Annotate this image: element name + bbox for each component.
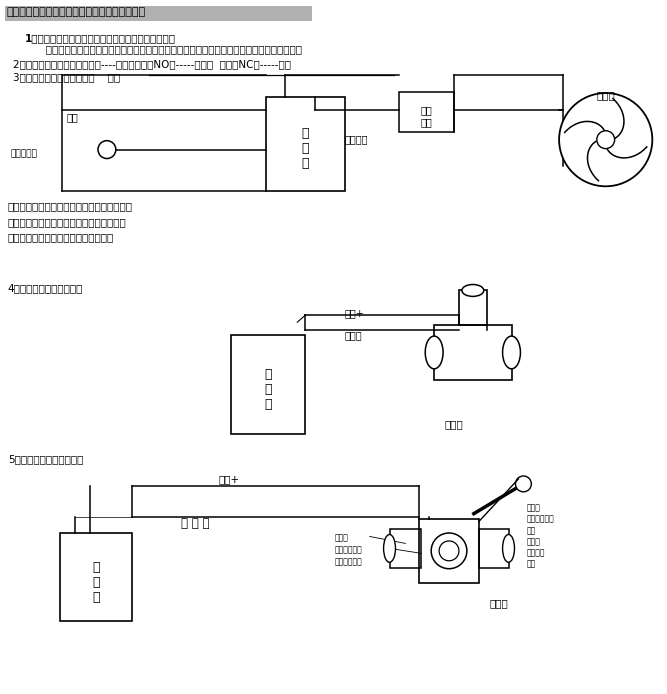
Text: 报警器电源: 报警器电源: [11, 150, 37, 159]
Text: 手柄: 手柄: [526, 527, 536, 536]
Circle shape: [597, 130, 614, 149]
Text: 墙壁: 墙壁: [421, 105, 433, 115]
Text: 报: 报: [301, 127, 309, 139]
Bar: [400, 92, 454, 132]
Text: 排气扇: 排气扇: [596, 90, 615, 100]
Text: 黑线一: 黑线一: [345, 330, 363, 340]
Circle shape: [439, 541, 459, 561]
Text: 器: 器: [92, 591, 100, 604]
Text: 报: 报: [92, 561, 100, 574]
Text: 4、报警器与电磁阀接线图: 4、报警器与电磁阀接线图: [8, 284, 83, 294]
Text: 器: 器: [264, 398, 271, 411]
Text: 拨簧扣: 拨簧扣: [526, 504, 540, 513]
Text: 支架: 支架: [526, 559, 536, 568]
Text: 白线+: 白线+: [345, 308, 365, 319]
Circle shape: [431, 533, 467, 568]
Text: 报: 报: [264, 368, 271, 381]
Text: 燃气球阀心轴: 燃气球阀心轴: [335, 557, 363, 566]
Ellipse shape: [462, 285, 484, 296]
Text: 黑 线 一: 黑 线 一: [181, 516, 210, 530]
Bar: [60, 534, 131, 621]
Text: 注：本机的排气扇开关可与原墙壁开关并联输
入排气扇，不影响原排气扇功能，并能在报
警时自动开启排气扇，排除有害气体。: 注：本机的排气扇开关可与原墙壁开关并联输 入排气扇，不影响原排气扇功能，并能在报…: [8, 201, 133, 242]
Text: 火线: 火线: [66, 112, 78, 122]
Text: 警: 警: [301, 142, 309, 155]
Text: 警: 警: [92, 576, 100, 589]
Text: 2、有线联网接线说明：公共端----黄线，常开（NO）-----蓝线，  常闭（NC）-----白线: 2、有线联网接线说明：公共端----黄线，常开（NO）-----蓝线， 常闭（N…: [13, 59, 291, 69]
Ellipse shape: [502, 336, 520, 369]
Text: 警: 警: [264, 382, 271, 396]
Bar: [231, 335, 305, 434]
Text: 机械手输出轴: 机械手输出轴: [335, 545, 363, 555]
Ellipse shape: [502, 534, 514, 562]
Bar: [5, 6, 312, 21]
Bar: [434, 325, 512, 380]
Text: 5、报警器与机械手接线图: 5、报警器与机械手接线图: [8, 454, 83, 464]
Text: 吸顶安装，用两颗螺丝钉将底盘固定在天花板上。顺时针旋转报警器，将其轻扣固定在底盘上: 吸顶安装，用两颗螺丝钉将底盘固定在天花板上。顺时针旋转报警器，将其轻扣固定在底盘…: [37, 44, 303, 54]
Bar: [479, 529, 508, 568]
Text: 电磁阀: 电磁阀: [444, 419, 463, 430]
Text: 红线+: 红线+: [219, 474, 240, 484]
Text: 燃气球阀: 燃气球阀: [526, 548, 545, 557]
Ellipse shape: [384, 534, 396, 562]
Text: 3、报警器与排气扇接线图节    零线: 3、报警器与排气扇接线图节 零线: [13, 72, 120, 82]
Text: 啮合器: 啮合器: [526, 537, 540, 546]
Text: 墙壁开关: 墙壁开关: [345, 134, 368, 144]
Text: 机械手: 机械手: [489, 598, 508, 608]
Text: 手柄卡簧螺钉: 手柄卡簧螺钉: [526, 515, 554, 524]
Ellipse shape: [426, 336, 443, 369]
Bar: [420, 518, 479, 583]
Circle shape: [516, 476, 532, 492]
Circle shape: [559, 93, 652, 186]
Text: 1、壁挂安装，螺丝钉钉在墙上，将报警器挂在钉上。: 1、壁挂安装，螺丝钉钉在墙上，将报警器挂在钉上。: [25, 33, 175, 44]
Text: 八、附安装图（接电源时请注意产品上的图标）: 八、附安装图（接电源时请注意产品上的图标）: [7, 7, 146, 17]
Bar: [265, 97, 345, 192]
Bar: [459, 291, 487, 325]
Circle shape: [98, 141, 116, 158]
Text: 开关: 开关: [421, 117, 433, 127]
Text: 器: 器: [301, 157, 309, 169]
Text: 安装耳: 安装耳: [335, 534, 349, 543]
Bar: [390, 529, 422, 568]
